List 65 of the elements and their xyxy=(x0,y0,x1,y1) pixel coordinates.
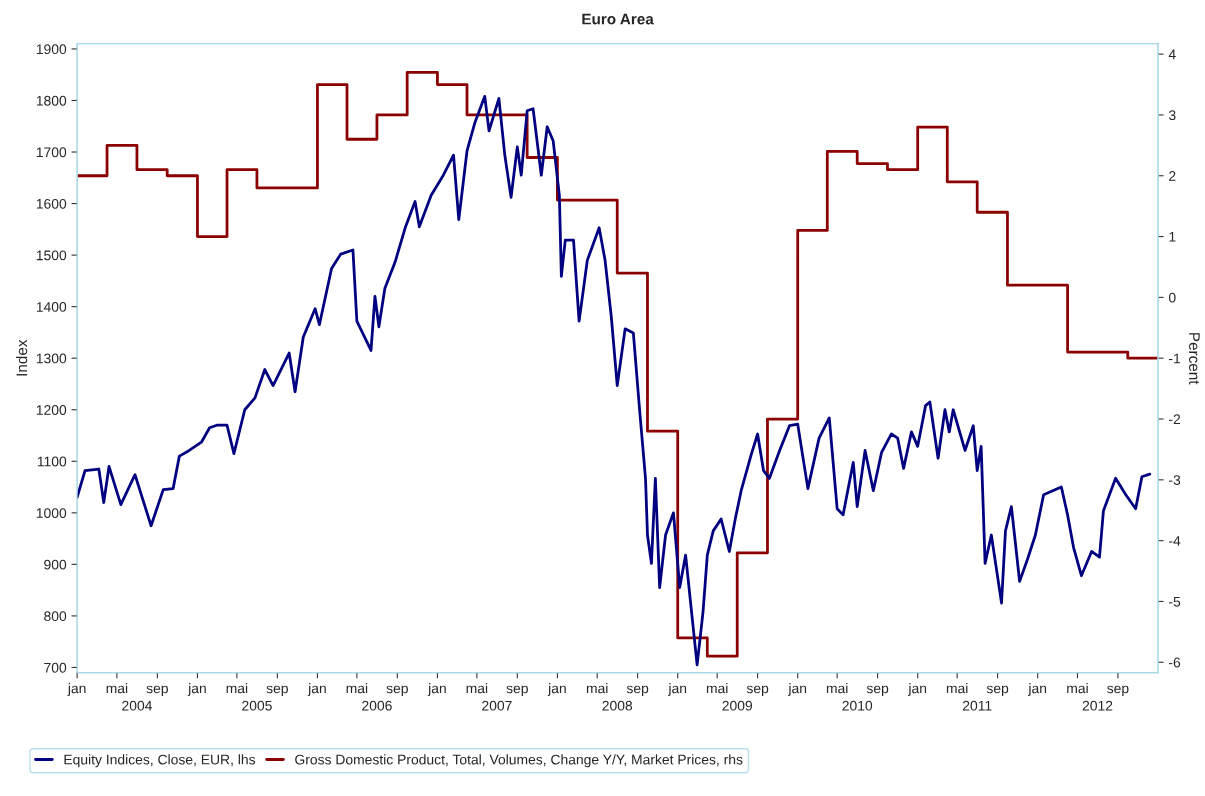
x-tick-label: jan xyxy=(187,683,206,696)
y-tick-label: 1600 xyxy=(36,198,67,209)
x-tick-label: mai xyxy=(946,683,968,694)
x2-tick-label: 2006 xyxy=(362,700,392,711)
x-tick-label: mai xyxy=(106,683,128,694)
y2-tick-label: -3 xyxy=(1169,475,1181,485)
x-tick-label: jan xyxy=(668,683,687,696)
y-tick-label: 1700 xyxy=(36,147,67,158)
y2-tick-label: -4 xyxy=(1169,536,1181,546)
x-tick-label: sep xyxy=(506,685,528,696)
x-tick-label: sep xyxy=(626,685,649,696)
y2-tick-label: -2 xyxy=(1169,414,1181,425)
y-tick-label: 1800 xyxy=(36,95,67,106)
x-tick-label: mai xyxy=(466,683,488,694)
x-tick-label: sep xyxy=(386,685,408,696)
legend-label: Equity Indices, Close, EUR, lhs xyxy=(64,754,256,768)
y-tick-label: 1200 xyxy=(36,405,67,415)
x-tick-label: mai xyxy=(226,683,248,694)
y-axis-title: Index xyxy=(16,339,28,376)
x-tick-label: jan xyxy=(908,683,927,696)
y2-tick-label: -5 xyxy=(1169,596,1181,607)
y-tick-label: 1900 xyxy=(36,44,67,55)
y2-tick-label: 3 xyxy=(1168,110,1176,121)
y-tick-label: 1100 xyxy=(37,456,67,467)
y2-tick-label: -6 xyxy=(1169,657,1181,668)
x2-tick-label: 2008 xyxy=(602,700,633,711)
x2-tick-label: 2005 xyxy=(242,700,272,711)
y-tick-label: 1500 xyxy=(36,250,67,261)
x-tick-label: mai xyxy=(586,683,608,694)
x-tick-label: jan xyxy=(67,683,86,696)
x2-tick-label: 2007 xyxy=(482,700,512,711)
x-tick-label: mai xyxy=(346,683,368,694)
x-tick-label: jan xyxy=(427,683,446,696)
x-tick-label: mai xyxy=(706,683,728,694)
x-tick-label: mai xyxy=(1067,683,1088,694)
y-tick-label: 1000 xyxy=(36,508,67,518)
y-tick-label: 700 xyxy=(44,662,67,673)
x2-tick-label: 2012 xyxy=(1082,700,1113,711)
legend-label: Gross Domestic Product, Total, Volumes, Change Y/Y, Market Prices, rhs xyxy=(295,754,743,768)
y-tick-label: 1400 xyxy=(36,301,67,312)
y2-tick-label: 1 xyxy=(1169,232,1176,242)
x2-tick-label: 2010 xyxy=(842,700,873,711)
x2-tick-label: 2004 xyxy=(122,700,152,711)
y2-tick-label: -1 xyxy=(1169,353,1181,364)
x-tick-label: jan xyxy=(307,683,326,696)
y-tick-label: 1300 xyxy=(36,353,67,364)
y2-tick-label: 0 xyxy=(1168,292,1176,303)
y2-tick-label: 2 xyxy=(1169,171,1176,181)
x-tick-label: sep xyxy=(266,685,288,696)
x-tick-label: sep xyxy=(146,685,168,696)
x-tick-label: jan xyxy=(1028,683,1047,696)
x-tick-label: mai xyxy=(826,683,848,694)
x2-tick-label: 2011 xyxy=(962,700,992,711)
chart-title: Euro Area xyxy=(582,13,654,25)
x-tick-label: jan xyxy=(788,683,807,696)
x-tick-label: sep xyxy=(866,685,889,696)
x-tick-label: sep xyxy=(1107,685,1129,696)
y-tick-label: 800 xyxy=(44,611,67,622)
y2-tick-label: 4 xyxy=(1168,49,1176,60)
y2-axis-title: Percent xyxy=(1188,333,1200,385)
x-tick-label: sep xyxy=(746,685,769,696)
x-tick-label: sep xyxy=(986,685,1009,696)
y-tick-label: 900 xyxy=(44,559,67,570)
x-tick-label: jan xyxy=(547,683,566,696)
x2-tick-label: 2009 xyxy=(722,700,753,711)
